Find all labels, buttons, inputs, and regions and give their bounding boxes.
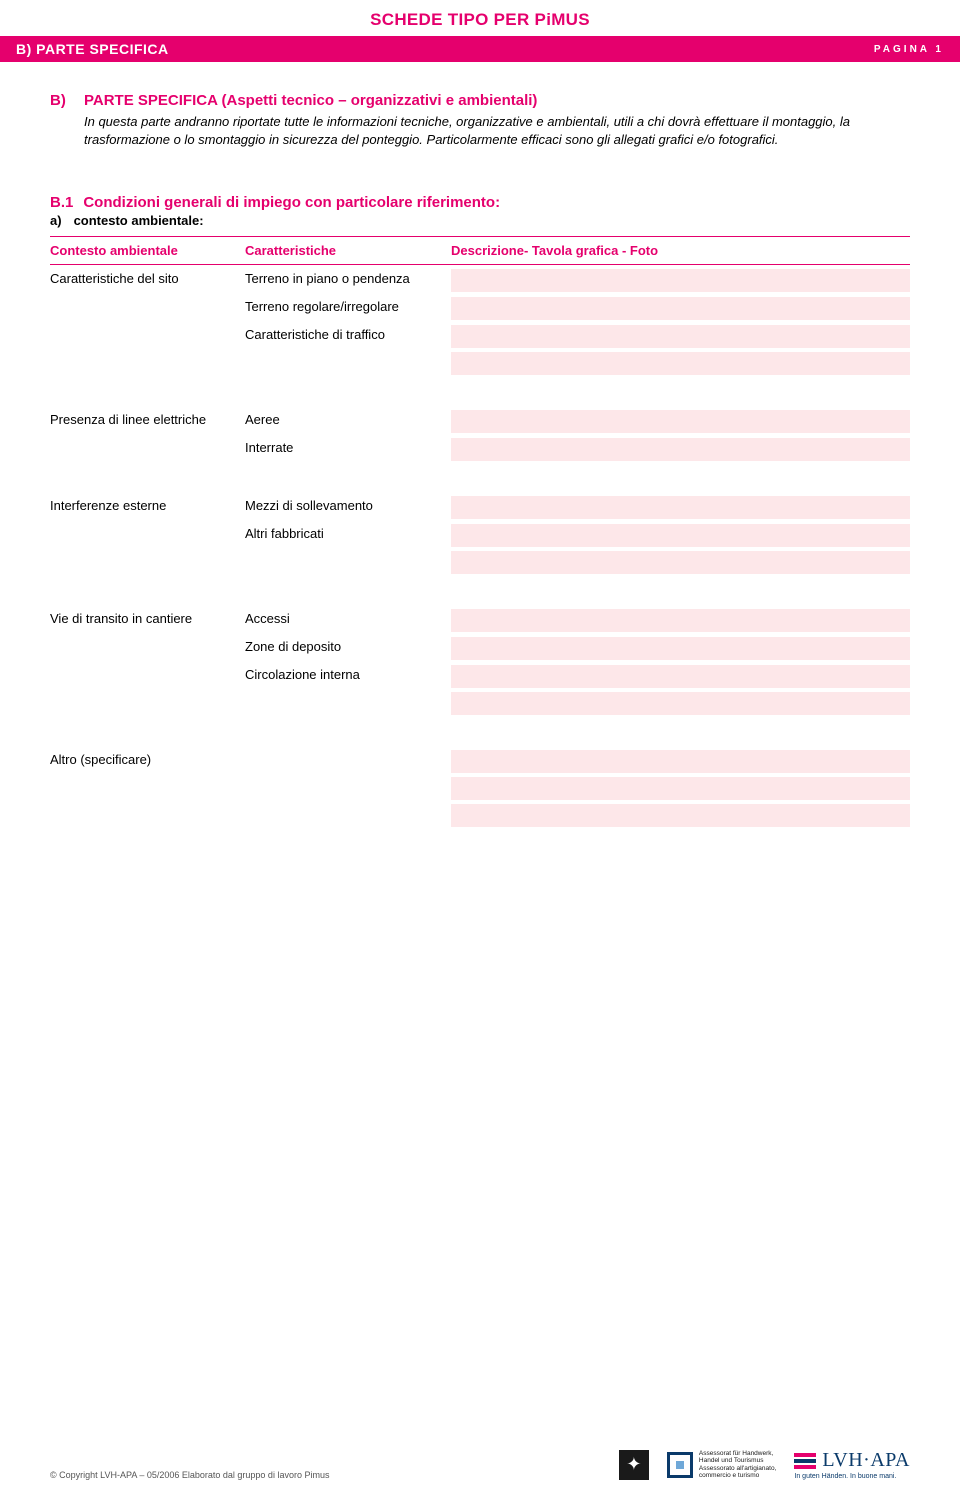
row-characteristic: Terreno in piano o pendenza (245, 265, 451, 293)
header-col3: Descrizione- Tavola grafica - Foto (451, 237, 910, 264)
row-label (50, 520, 245, 575)
subsection-subtitle: contesto ambientale: (74, 213, 204, 228)
fill-cell[interactable] (451, 692, 910, 716)
fill-cell[interactable] (451, 777, 910, 801)
square-icon (667, 1452, 693, 1478)
subsection-letter: a) (50, 213, 62, 228)
assessorat-text: Assessorat für Handwerk, Handel und Tour… (699, 1450, 776, 1480)
fill-cell[interactable] (451, 352, 910, 376)
row-label: Altro (specificare) (50, 746, 245, 828)
row-characteristic: Altri fabbricati (245, 520, 451, 575)
table-row: Altro (specificare) (50, 746, 910, 828)
subsection-b1: B.1 Condizioni generali di impiego con pa… (50, 194, 910, 228)
fill-cell[interactable] (451, 269, 910, 293)
copyright-text: © Copyright LVH-APA – 05/2006 Elaborato … (50, 1470, 329, 1480)
row-fill-area (451, 293, 910, 321)
logo-name: LVH·APA (822, 1449, 910, 1472)
section-b-intro: B) PARTE SPECIFICA (Aspetti tecnico – or… (50, 92, 910, 148)
lvh-apa-logo: LVH·APA In guten Händen. In buone mani. (794, 1449, 910, 1480)
fill-cell[interactable] (451, 750, 910, 774)
row-label (50, 661, 245, 716)
row-fill-area (451, 406, 910, 434)
fill-cell[interactable] (451, 524, 910, 548)
table-group: Altro (specificare) (50, 746, 910, 828)
footer-logos: ✦ Assessorat für Handwerk, Handel und To… (619, 1449, 910, 1480)
row-fill-area (451, 321, 910, 376)
row-label (50, 293, 245, 321)
fill-cell[interactable] (451, 609, 910, 633)
row-fill-area (451, 633, 910, 661)
fill-cell[interactable] (451, 297, 910, 321)
header-col1: Contesto ambientale (50, 237, 245, 264)
row-fill-area (451, 434, 910, 462)
subsection-title: Condizioni generali di impiego con parti… (83, 194, 500, 211)
row-characteristic: Caratteristiche di traffico (245, 321, 451, 376)
fill-cell[interactable] (451, 496, 910, 520)
fill-cell[interactable] (451, 551, 910, 575)
fill-cell[interactable] (451, 665, 910, 689)
page-title: SCHEDE TIPO PER PiMUS (0, 0, 960, 36)
row-fill-area (451, 520, 910, 575)
row-label: Vie di transito in cantiere (50, 605, 245, 633)
row-label: Presenza di linee elettriche (50, 406, 245, 434)
table-row: Altri fabbricati (50, 520, 910, 575)
table-group: Interferenze esterneMezzi di sollevament… (50, 492, 910, 575)
section-heading: PARTE SPECIFICA (Aspetti tecnico – organ… (84, 92, 910, 109)
assessorat-logo: Assessorat für Handwerk, Handel und Tour… (667, 1450, 776, 1480)
table-row: Zone di deposito (50, 633, 910, 661)
fill-cell[interactable] (451, 325, 910, 349)
row-characteristic: Mezzi di sollevamento (245, 492, 451, 520)
row-fill-area (451, 265, 910, 293)
row-characteristic: Aeree (245, 406, 451, 434)
fill-cell[interactable] (451, 804, 910, 828)
fill-cell[interactable] (451, 637, 910, 661)
row-label (50, 633, 245, 661)
fill-cell[interactable] (451, 438, 910, 462)
row-characteristic: Zone di deposito (245, 633, 451, 661)
table-group: Caratteristiche del sitoTerreno in piano… (50, 265, 910, 376)
table-row: Caratteristiche di traffico (50, 321, 910, 376)
logo-tagline: In guten Händen. In buone mani. (794, 1473, 896, 1480)
table-row: Circolazione interna (50, 661, 910, 716)
header-col2: Caratteristiche (245, 237, 451, 264)
section-label: B) PARTE SPECIFICA (16, 41, 169, 57)
row-fill-area (451, 661, 910, 716)
row-label: Caratteristiche del sito (50, 265, 245, 293)
logo-bars-icon (794, 1453, 816, 1469)
row-label (50, 434, 245, 462)
table-row: Interferenze esterneMezzi di sollevament… (50, 492, 910, 520)
fill-cell[interactable] (451, 410, 910, 434)
table-row: Terreno regolare/irregolare (50, 293, 910, 321)
row-fill-area (451, 605, 910, 633)
header-bar: B) PARTE SPECIFICA PAGINA 1 (0, 36, 960, 62)
table-row: Presenza di linee elettricheAeree (50, 406, 910, 434)
page-number: PAGINA 1 (874, 44, 944, 55)
row-fill-area (451, 492, 910, 520)
row-characteristic: Terreno regolare/irregolare (245, 293, 451, 321)
table-group: Presenza di linee elettricheAereeInterra… (50, 406, 910, 462)
table-row: Caratteristiche del sitoTerreno in piano… (50, 265, 910, 293)
table-group: Vie di transito in cantiereAccessiZone d… (50, 605, 910, 716)
table-row: Vie di transito in cantiereAccessi (50, 605, 910, 633)
row-characteristic: Circolazione interna (245, 661, 451, 716)
row-label (50, 321, 245, 376)
row-label: Interferenze esterne (50, 492, 245, 520)
row-fill-area (451, 746, 910, 828)
table-header-row: Contesto ambientale Caratteristiche Desc… (50, 237, 910, 265)
section-paragraph: In questa parte andranno riportate tutte… (84, 113, 910, 148)
page-footer: © Copyright LVH-APA – 05/2006 Elaborato … (0, 1449, 960, 1480)
row-characteristic: Interrate (245, 434, 451, 462)
row-characteristic: Accessi (245, 605, 451, 633)
table-row: Interrate (50, 434, 910, 462)
eagle-badge-icon: ✦ (619, 1450, 649, 1480)
subsection-number: B.1 (50, 194, 73, 211)
section-letter: B) (50, 92, 84, 148)
context-table: Contesto ambientale Caratteristiche Desc… (50, 236, 910, 828)
row-characteristic (245, 746, 451, 828)
